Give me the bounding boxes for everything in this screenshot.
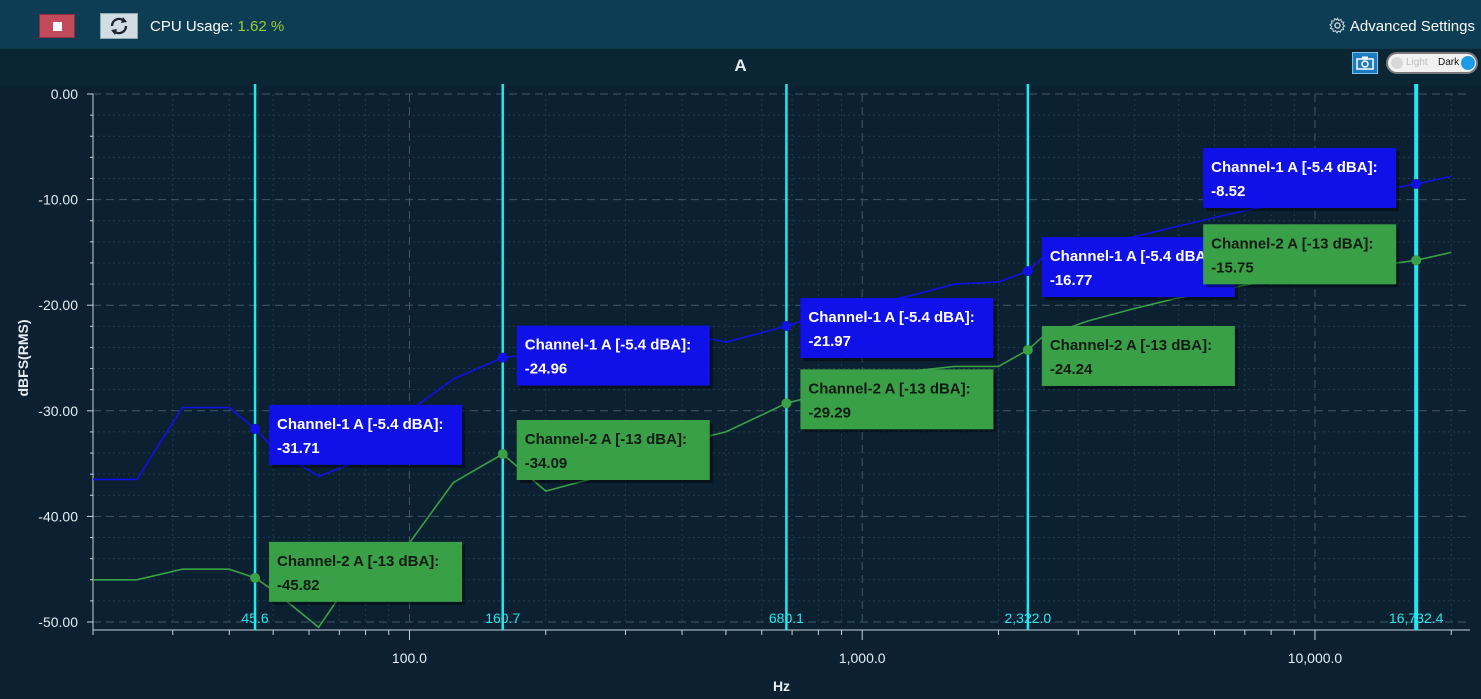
channel-1-marker — [1022, 266, 1033, 277]
chart-title-bar: A — [0, 48, 1481, 85]
channel-2-data-label — [1203, 224, 1397, 285]
cpu-usage-value: 1.62 — [237, 18, 267, 35]
stop-button[interactable] — [39, 14, 75, 38]
channel-2-data-label — [516, 419, 710, 480]
channel-1-data-label — [800, 298, 994, 359]
x-axis-label: Hz — [773, 678, 790, 694]
channel-1-label-name: Channel-1 A [-5.4 dBA]: — [1211, 159, 1377, 176]
advanced-settings-button[interactable]: Advanced Settings — [1329, 17, 1475, 35]
channel-2-label-name: Channel-2 A [-13 dBA]: — [277, 553, 439, 570]
y-tick-label: 0.00 — [51, 86, 78, 102]
channel-1-marker — [781, 321, 792, 332]
channel-2-marker — [781, 398, 792, 409]
cursor-label: 2,322.0 — [1004, 610, 1051, 626]
cursor-label: 680.1 — [769, 610, 804, 626]
top-toolbar: CPU Usage: 1.62 % Advanced Settings — [0, 0, 1481, 48]
y-axis-label: dBFS(RMS) — [15, 320, 31, 397]
theme-light-label: Light — [1406, 57, 1428, 68]
theme-toggle[interactable]: Light Dark — [1386, 52, 1478, 74]
channel-1-label-name: Channel-1 A [-5.4 dBA]: — [808, 309, 974, 326]
channel-1-label-value: -16.77 — [1050, 272, 1093, 289]
channel-1-label-name: Channel-1 A [-5.4 dBA]: — [525, 337, 691, 354]
channel-2-label-name: Channel-2 A [-13 dBA]: — [1211, 235, 1373, 252]
channel-2-marker — [497, 448, 508, 459]
channel-2-marker — [1411, 255, 1422, 266]
channel-1-label-value: -24.96 — [525, 361, 568, 378]
camera-icon — [1356, 56, 1374, 70]
x-tick-label: 1,000.0 — [839, 650, 886, 666]
stop-icon — [53, 22, 62, 31]
y-tick-label: -50.00 — [38, 614, 78, 630]
channel-2-label-name: Channel-2 A [-13 dBA]: — [1050, 337, 1212, 354]
theme-toggle-knob — [1461, 56, 1475, 70]
channel-1-data-label — [269, 404, 463, 465]
channel-1-data-label — [1203, 147, 1397, 208]
refresh-icon — [110, 17, 128, 35]
y-tick-label: -20.00 — [38, 297, 78, 313]
cpu-usage-unit: % — [270, 18, 285, 35]
channel-2-label-name: Channel-2 A [-13 dBA]: — [808, 380, 970, 397]
channel-2-label-name: Channel-2 A [-13 dBA]: — [525, 431, 687, 448]
x-tick-label: 100.0 — [392, 650, 427, 666]
cpu-usage: CPU Usage: 1.62 % — [150, 18, 284, 35]
cursor-label: 160.7 — [485, 610, 520, 626]
screenshot-button[interactable] — [1352, 52, 1378, 74]
channel-1-label-value: -21.97 — [808, 333, 851, 350]
gear-icon — [1329, 17, 1346, 34]
frequency-response-chart[interactable]: 0.00 -10.00 -20.00 -30.00 -40.00 -50.00 100.0 1… — [0, 84, 1481, 699]
channel-2-label-value: -24.24 — [1050, 361, 1093, 378]
channel-1-marker — [497, 352, 508, 363]
x-tick-label: 10,000.0 — [1288, 650, 1343, 666]
channel-2-label-value: -15.75 — [1211, 259, 1254, 276]
channel-1-marker — [1411, 178, 1422, 189]
channel-2-data-label — [1041, 325, 1235, 386]
channel-1-marker — [250, 423, 261, 434]
y-tick-label: -40.00 — [38, 508, 78, 524]
cursor-label: 45.6 — [241, 610, 268, 626]
channel-1-label-name: Channel-1 A [-5.4 dBA]: — [1050, 248, 1216, 265]
cursor-label: 16,732.4 — [1389, 610, 1444, 626]
channel-1-data-label — [516, 325, 710, 386]
channel-2-label-value: -45.82 — [277, 577, 320, 594]
channel-1-data-label — [1041, 237, 1235, 298]
channel-1-label-value: -8.52 — [1211, 183, 1245, 200]
y-tick-label: -10.00 — [38, 192, 78, 208]
y-tick-label: -30.00 — [38, 403, 78, 419]
theme-toggle-left-knob — [1391, 57, 1403, 69]
chart-title: A — [734, 56, 747, 75]
advanced-settings-label: Advanced Settings — [1349, 18, 1475, 35]
channel-2-marker — [250, 572, 261, 583]
channel-2-label-value: -29.29 — [808, 404, 851, 421]
channel-2-data-label — [800, 369, 994, 430]
cpu-usage-label: CPU Usage: — [150, 18, 234, 35]
theme-dark-label: Dark — [1438, 57, 1460, 68]
refresh-button[interactable] — [100, 13, 138, 39]
channel-2-label-value: -34.09 — [525, 455, 568, 472]
channel-2-marker — [1022, 344, 1033, 355]
channel-1-label-value: -31.71 — [277, 440, 320, 457]
channel-2-data-label — [269, 541, 463, 602]
channel-1-label-name: Channel-1 A [-5.4 dBA]: — [277, 416, 443, 433]
